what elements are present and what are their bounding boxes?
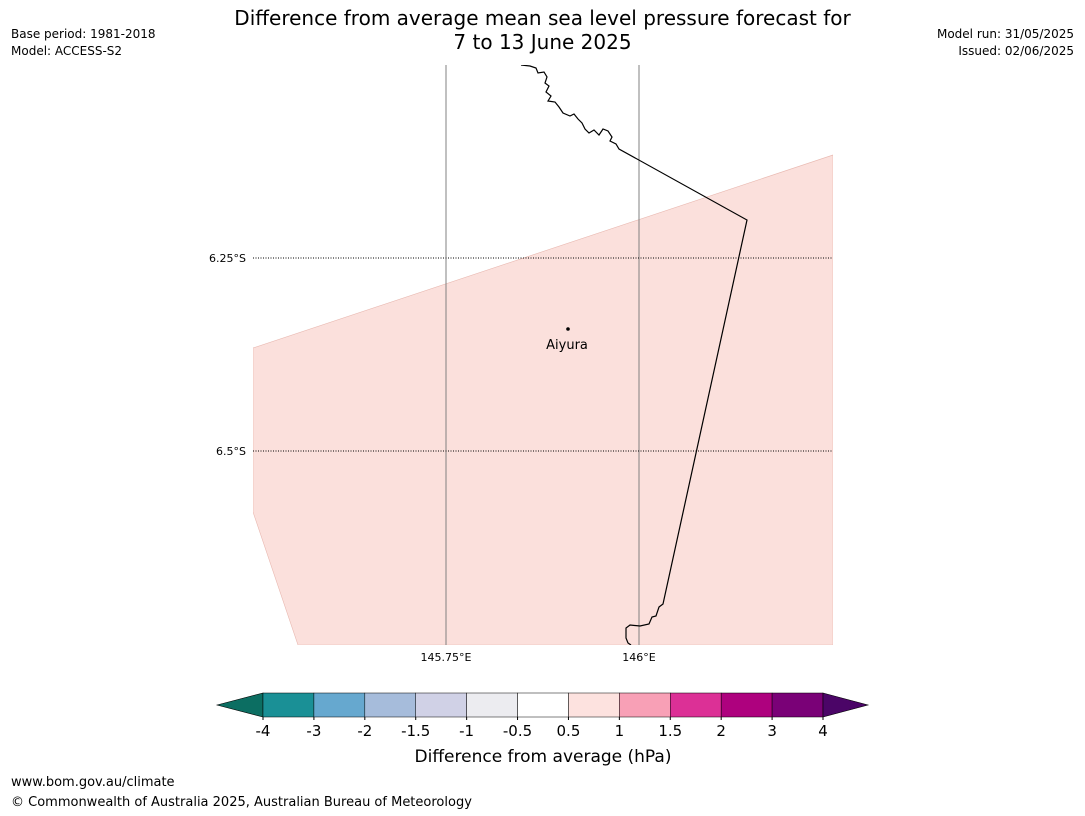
base-period-text: Base period: 1981-2018 xyxy=(11,27,156,41)
model-text: Model: ACCESS-S2 xyxy=(11,44,123,58)
place-label: Aiyura xyxy=(546,338,588,353)
colorbar-swatches xyxy=(262,692,824,718)
lon-label-145-75: 145.75°E xyxy=(421,651,472,664)
meta-right: Model run: 31/05/2025 Issued: 02/06/2025 xyxy=(937,26,1074,60)
coastline-border xyxy=(520,65,748,645)
colorbar-swatch xyxy=(364,692,416,718)
footer-copyright: © Commonwealth of Australia 2025, Austra… xyxy=(11,795,472,810)
colorbar: -4 -3 -2 -1.5 -1 -0.5 0.5 1 1.5 2 3 4 Difference fr… xyxy=(215,692,870,767)
colorbar-ticks: -4 -3 -2 -1.5 -1 -0.5 0.5 1 1.5 2 3 4 xyxy=(256,717,828,740)
colorbar-over-arrow xyxy=(822,692,870,718)
colorbar-tick-label: 3 xyxy=(767,722,777,740)
colorbar-swatch xyxy=(313,692,366,718)
colorbar-swatch xyxy=(619,692,671,718)
colorbar-tick-label: 0.5 xyxy=(557,722,581,740)
lon-label-146: 146°E xyxy=(622,651,655,664)
place-marker-aiyura: Aiyura xyxy=(546,327,588,353)
colorbar-tick-label: 4 xyxy=(818,722,828,740)
issued-text: Issued: 02/06/2025 xyxy=(958,44,1074,58)
colorbar-tick-label: 1.5 xyxy=(658,722,682,740)
colorbar-tick-label: -3 xyxy=(306,722,321,740)
colorbar-tick-label: -4 xyxy=(256,722,271,740)
model-run-text: Model run: 31/05/2025 xyxy=(936,27,1074,41)
chart-title: Difference from average mean sea level p… xyxy=(0,6,1085,54)
colorbar-swatch xyxy=(262,692,315,718)
pressure-anomaly-region xyxy=(253,154,833,645)
colorbar-tick-label: -0.5 xyxy=(503,722,532,740)
colorbar-tick-label: 1 xyxy=(615,722,625,740)
map-area xyxy=(253,65,833,645)
meta-left: Base period: 1981-2018 Model: ACCESS-S2 xyxy=(11,26,156,60)
colorbar-swatch xyxy=(466,692,518,718)
colorbar-tick-label: -2 xyxy=(357,722,372,740)
colorbar-swatch xyxy=(670,692,722,718)
colorbar-swatch xyxy=(517,692,569,718)
colorbar-swatch xyxy=(568,692,620,718)
title-line-2: 7 to 13 June 2025 xyxy=(453,30,632,54)
lat-label-6-25: 6.25°S xyxy=(209,252,246,265)
footer-url[interactable]: www.bom.gov.au/climate xyxy=(11,775,175,790)
colorbar-under-arrow xyxy=(215,692,264,718)
colorbar-label: Difference from average (hPa) xyxy=(415,747,672,767)
title-line-1: Difference from average mean sea level p… xyxy=(234,6,851,30)
colorbar-tick-label: 2 xyxy=(716,722,726,740)
lat-label-6-5: 6.5°S xyxy=(216,445,246,458)
colorbar-swatch xyxy=(771,692,824,718)
colorbar-tick-label: -1.5 xyxy=(401,722,430,740)
colorbar-swatch xyxy=(720,692,773,718)
colorbar-swatch xyxy=(415,692,467,718)
place-dot xyxy=(566,327,570,331)
colorbar-tick-label: -1 xyxy=(459,722,474,740)
